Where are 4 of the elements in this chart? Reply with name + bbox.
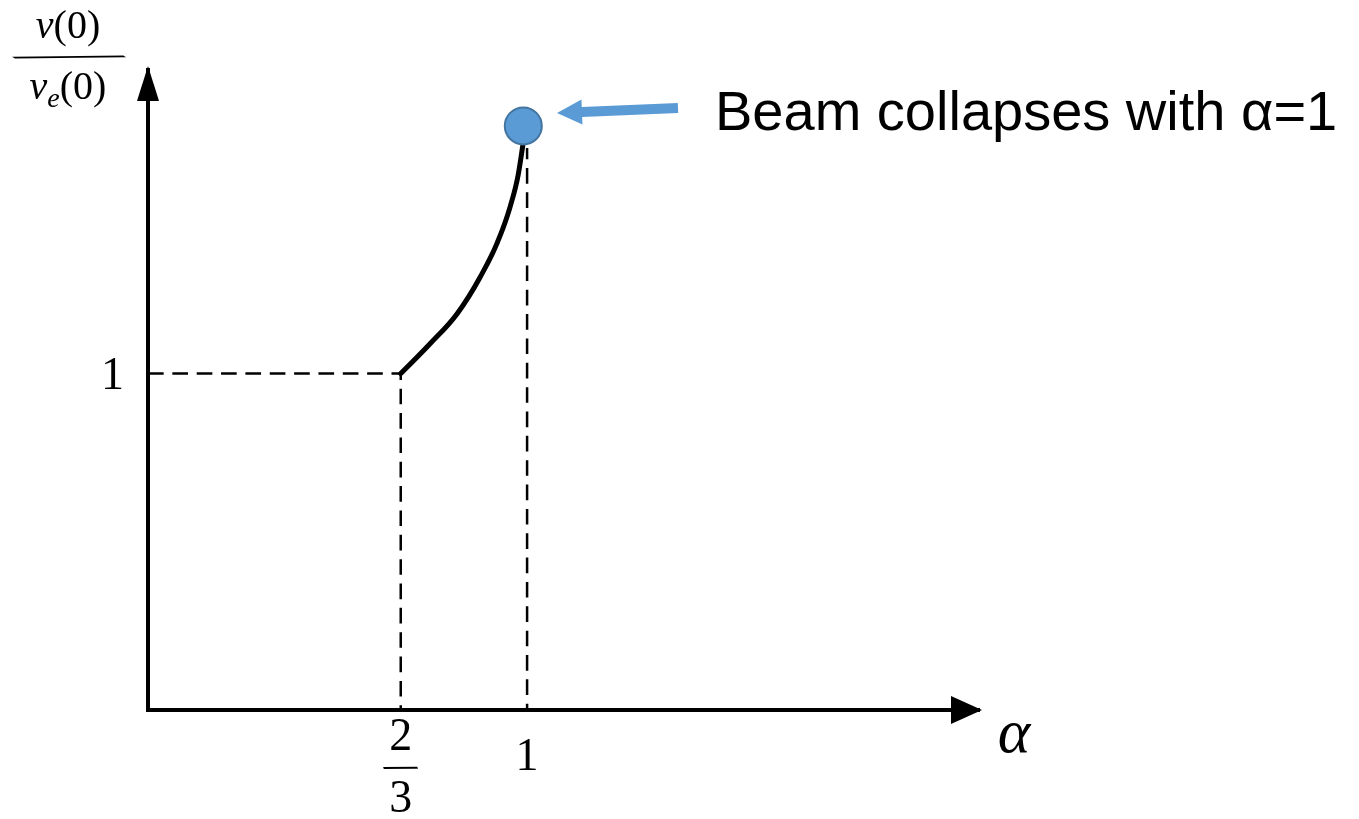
- annotation: Beam collapses with α=1: [715, 79, 1338, 142]
- annotation: 1: [101, 347, 124, 399]
- x-tick-label: 2/3: [373, 709, 429, 819]
- x-axis-title: α: [997, 697, 1032, 765]
